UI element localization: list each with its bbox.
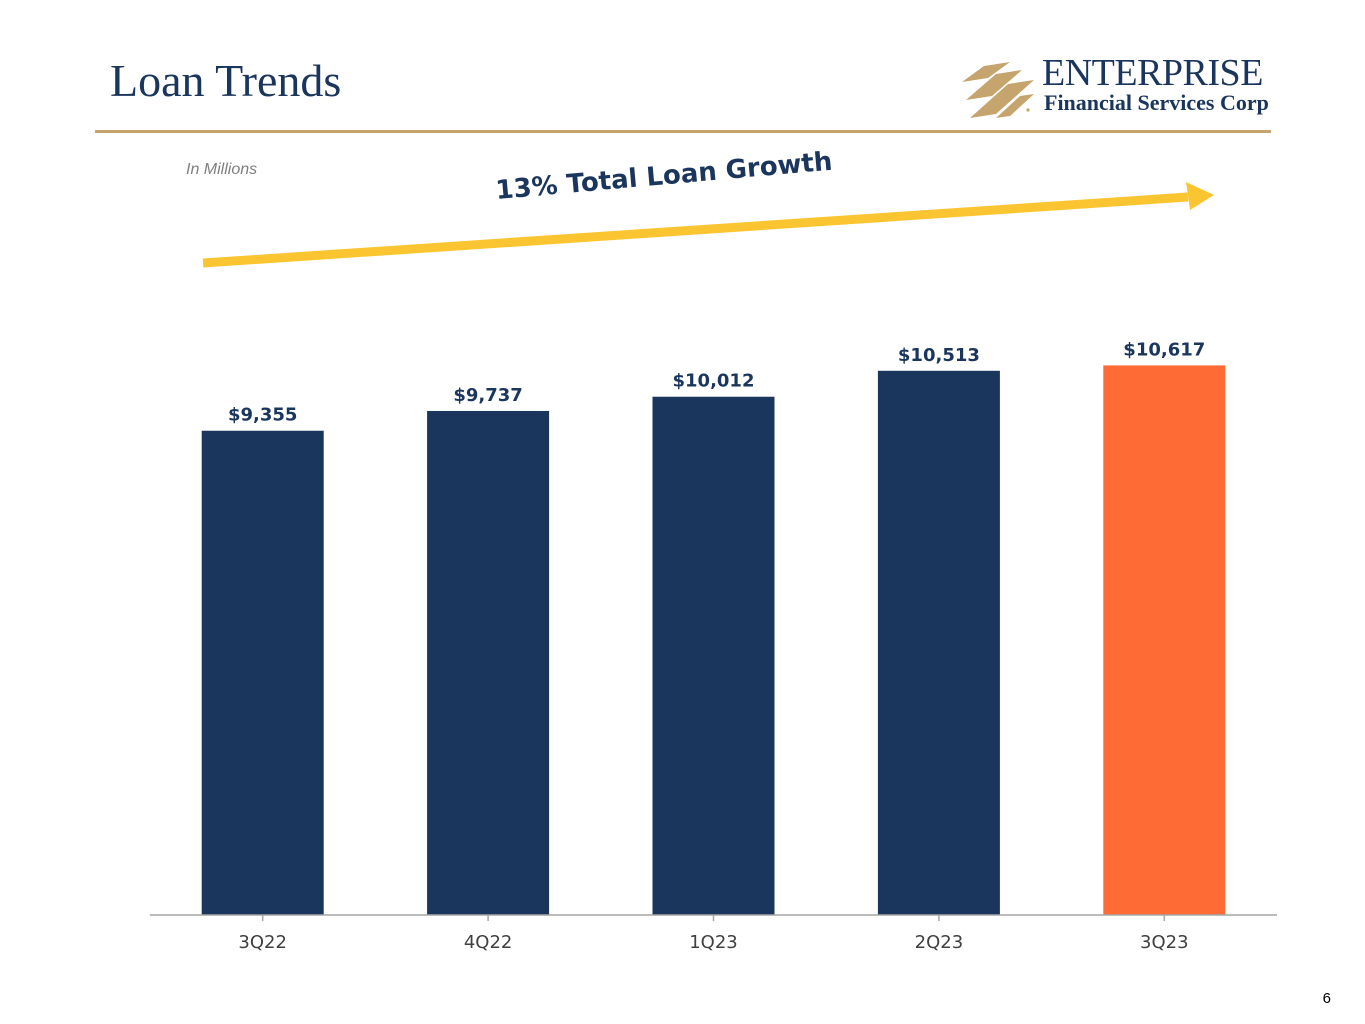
bar-2q23 (877, 370, 1000, 916)
data-label-3q23: $10,617 (1123, 339, 1205, 360)
growth-arrow-shaft (202, 192, 1189, 268)
company-logo: ENTERPRISE Financial Services Corp (962, 54, 1274, 124)
enterprise-stripes-icon (962, 62, 1034, 118)
x-tick-label-2q23: 2Q23 (915, 932, 964, 953)
logo-subtitle: Financial Services Corp (1044, 90, 1269, 115)
bar-3q22 (201, 430, 324, 915)
x-tick-label-3q23: 3Q23 (1140, 932, 1189, 953)
bar-4q22 (427, 410, 550, 915)
bar-3q23 (1103, 365, 1226, 915)
data-label-2q23: $10,513 (898, 345, 980, 366)
x-tick-label-3q22: 3Q22 (238, 932, 287, 953)
growth-arrow-head (1186, 182, 1214, 210)
unit-note: In Millions (186, 161, 258, 178)
logo-name: ENTERPRISE (1042, 52, 1263, 94)
growth-arrow (202, 182, 1214, 268)
data-label-4q22: $9,737 (453, 385, 522, 406)
bar-1q23 (652, 396, 775, 915)
data-label-1q23: $10,012 (673, 371, 755, 392)
page-title: Loan Trends (110, 55, 342, 106)
title-divider (95, 130, 1271, 133)
x-tick-label-1q23: 1Q23 (689, 932, 738, 953)
data-label-3q22: $9,355 (228, 405, 297, 426)
page-number: 6 (1322, 990, 1331, 1007)
x-tick-label-4q22: 4Q22 (464, 932, 513, 953)
